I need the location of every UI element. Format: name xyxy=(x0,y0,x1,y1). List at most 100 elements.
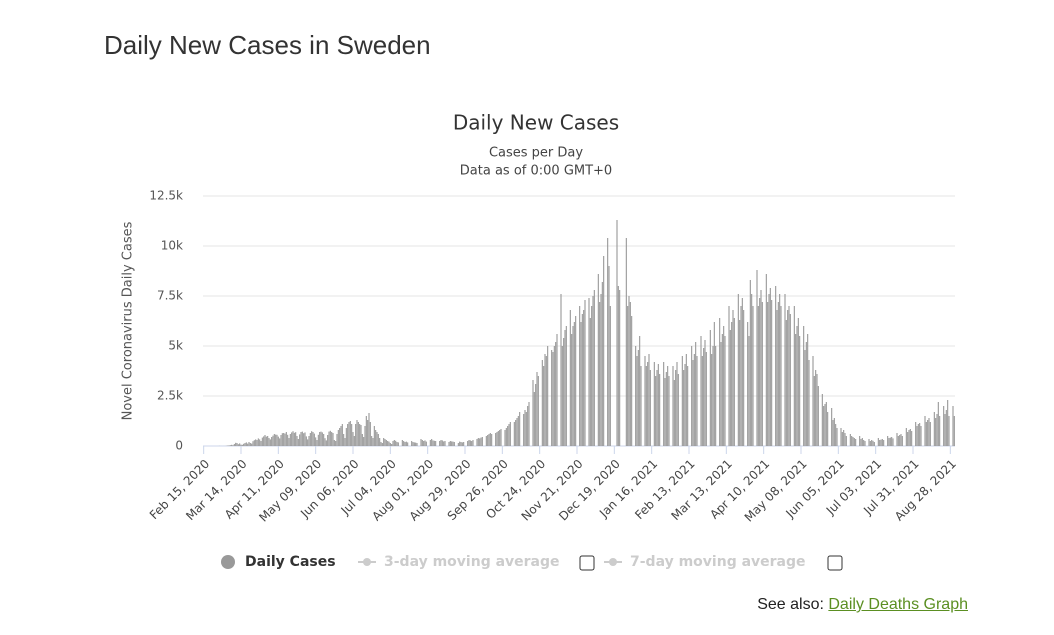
bar xyxy=(733,318,735,446)
bar xyxy=(681,356,683,446)
see-also-link[interactable]: Daily Deaths Graph xyxy=(828,596,968,613)
bar xyxy=(907,432,909,446)
bar xyxy=(449,441,451,446)
bar xyxy=(724,336,726,446)
bar xyxy=(685,354,687,446)
bar xyxy=(240,444,242,446)
y-axis-label: Novel Coronavirus Daily Cases xyxy=(121,221,136,420)
bar xyxy=(461,442,463,446)
bar xyxy=(743,310,745,446)
legend-label[interactable]: Daily Cases xyxy=(245,554,336,570)
legend-checkbox[interactable] xyxy=(579,555,595,571)
bar xyxy=(599,302,601,446)
bar xyxy=(253,440,255,446)
bar xyxy=(387,441,389,446)
bar xyxy=(432,440,434,446)
bar xyxy=(329,430,331,446)
bar xyxy=(379,438,381,446)
bar xyxy=(497,431,499,446)
bar xyxy=(268,438,270,446)
bar xyxy=(249,443,251,446)
bar xyxy=(396,442,398,446)
bar xyxy=(628,296,630,446)
bar xyxy=(771,300,773,446)
bar xyxy=(535,384,537,446)
bar xyxy=(711,354,713,446)
bar xyxy=(256,440,258,446)
legend-checkbox[interactable] xyxy=(827,555,843,571)
bar xyxy=(241,444,243,446)
legend-label[interactable]: 7-day moving average xyxy=(630,554,806,570)
bar xyxy=(937,402,939,446)
bar xyxy=(457,443,459,446)
bar xyxy=(305,436,307,446)
bar xyxy=(376,432,378,446)
bar xyxy=(747,322,749,446)
bar xyxy=(943,406,945,446)
bar xyxy=(279,438,281,446)
bar xyxy=(737,294,739,446)
bar xyxy=(319,432,321,446)
bar xyxy=(953,416,955,446)
bar xyxy=(556,334,558,446)
bar xyxy=(349,421,351,446)
bar xyxy=(371,436,373,446)
bar xyxy=(239,443,241,446)
bar xyxy=(695,342,697,446)
bar xyxy=(367,420,369,446)
bar xyxy=(728,306,730,446)
bar xyxy=(261,437,263,446)
bar xyxy=(891,437,893,446)
y-tick-label: 7.5k xyxy=(157,289,183,303)
bar xyxy=(657,364,659,446)
bar xyxy=(905,428,907,446)
bar xyxy=(609,306,611,446)
bar xyxy=(629,302,631,446)
bar xyxy=(817,386,819,446)
bar xyxy=(871,440,873,446)
bar xyxy=(603,256,605,446)
see-also: See also: Daily Deaths Graph xyxy=(757,596,968,614)
bar xyxy=(639,336,641,446)
bar xyxy=(252,441,254,446)
bar xyxy=(233,444,235,446)
bar xyxy=(425,441,427,446)
bar xyxy=(729,330,731,446)
bar xyxy=(388,441,390,446)
bar xyxy=(301,431,303,446)
bar xyxy=(421,440,423,446)
bar xyxy=(312,432,314,446)
bar xyxy=(607,238,609,446)
bar xyxy=(389,443,391,446)
legend-label[interactable]: 3-day moving average xyxy=(384,554,560,570)
bar xyxy=(440,440,442,446)
bar xyxy=(441,440,443,446)
bar xyxy=(523,414,525,446)
y-tick-label: 0 xyxy=(175,439,183,453)
bar xyxy=(383,438,385,446)
y-tick-label: 12.5k xyxy=(149,189,183,203)
bar xyxy=(588,298,590,446)
bar xyxy=(789,314,791,446)
bar xyxy=(272,435,274,446)
bar xyxy=(933,412,935,446)
bar xyxy=(553,346,555,446)
bar xyxy=(939,416,941,446)
bar xyxy=(351,424,353,446)
bar xyxy=(495,433,497,446)
bar xyxy=(836,428,838,446)
bar xyxy=(348,422,350,446)
bar xyxy=(513,422,515,446)
bar xyxy=(292,431,294,446)
bar xyxy=(551,350,553,446)
bar xyxy=(228,445,230,446)
bar xyxy=(537,376,539,446)
bar xyxy=(767,302,769,446)
bar xyxy=(584,300,586,446)
bar xyxy=(864,441,866,446)
bar xyxy=(264,435,266,446)
bar xyxy=(899,435,901,446)
bar xyxy=(852,437,854,446)
bar xyxy=(563,338,565,446)
